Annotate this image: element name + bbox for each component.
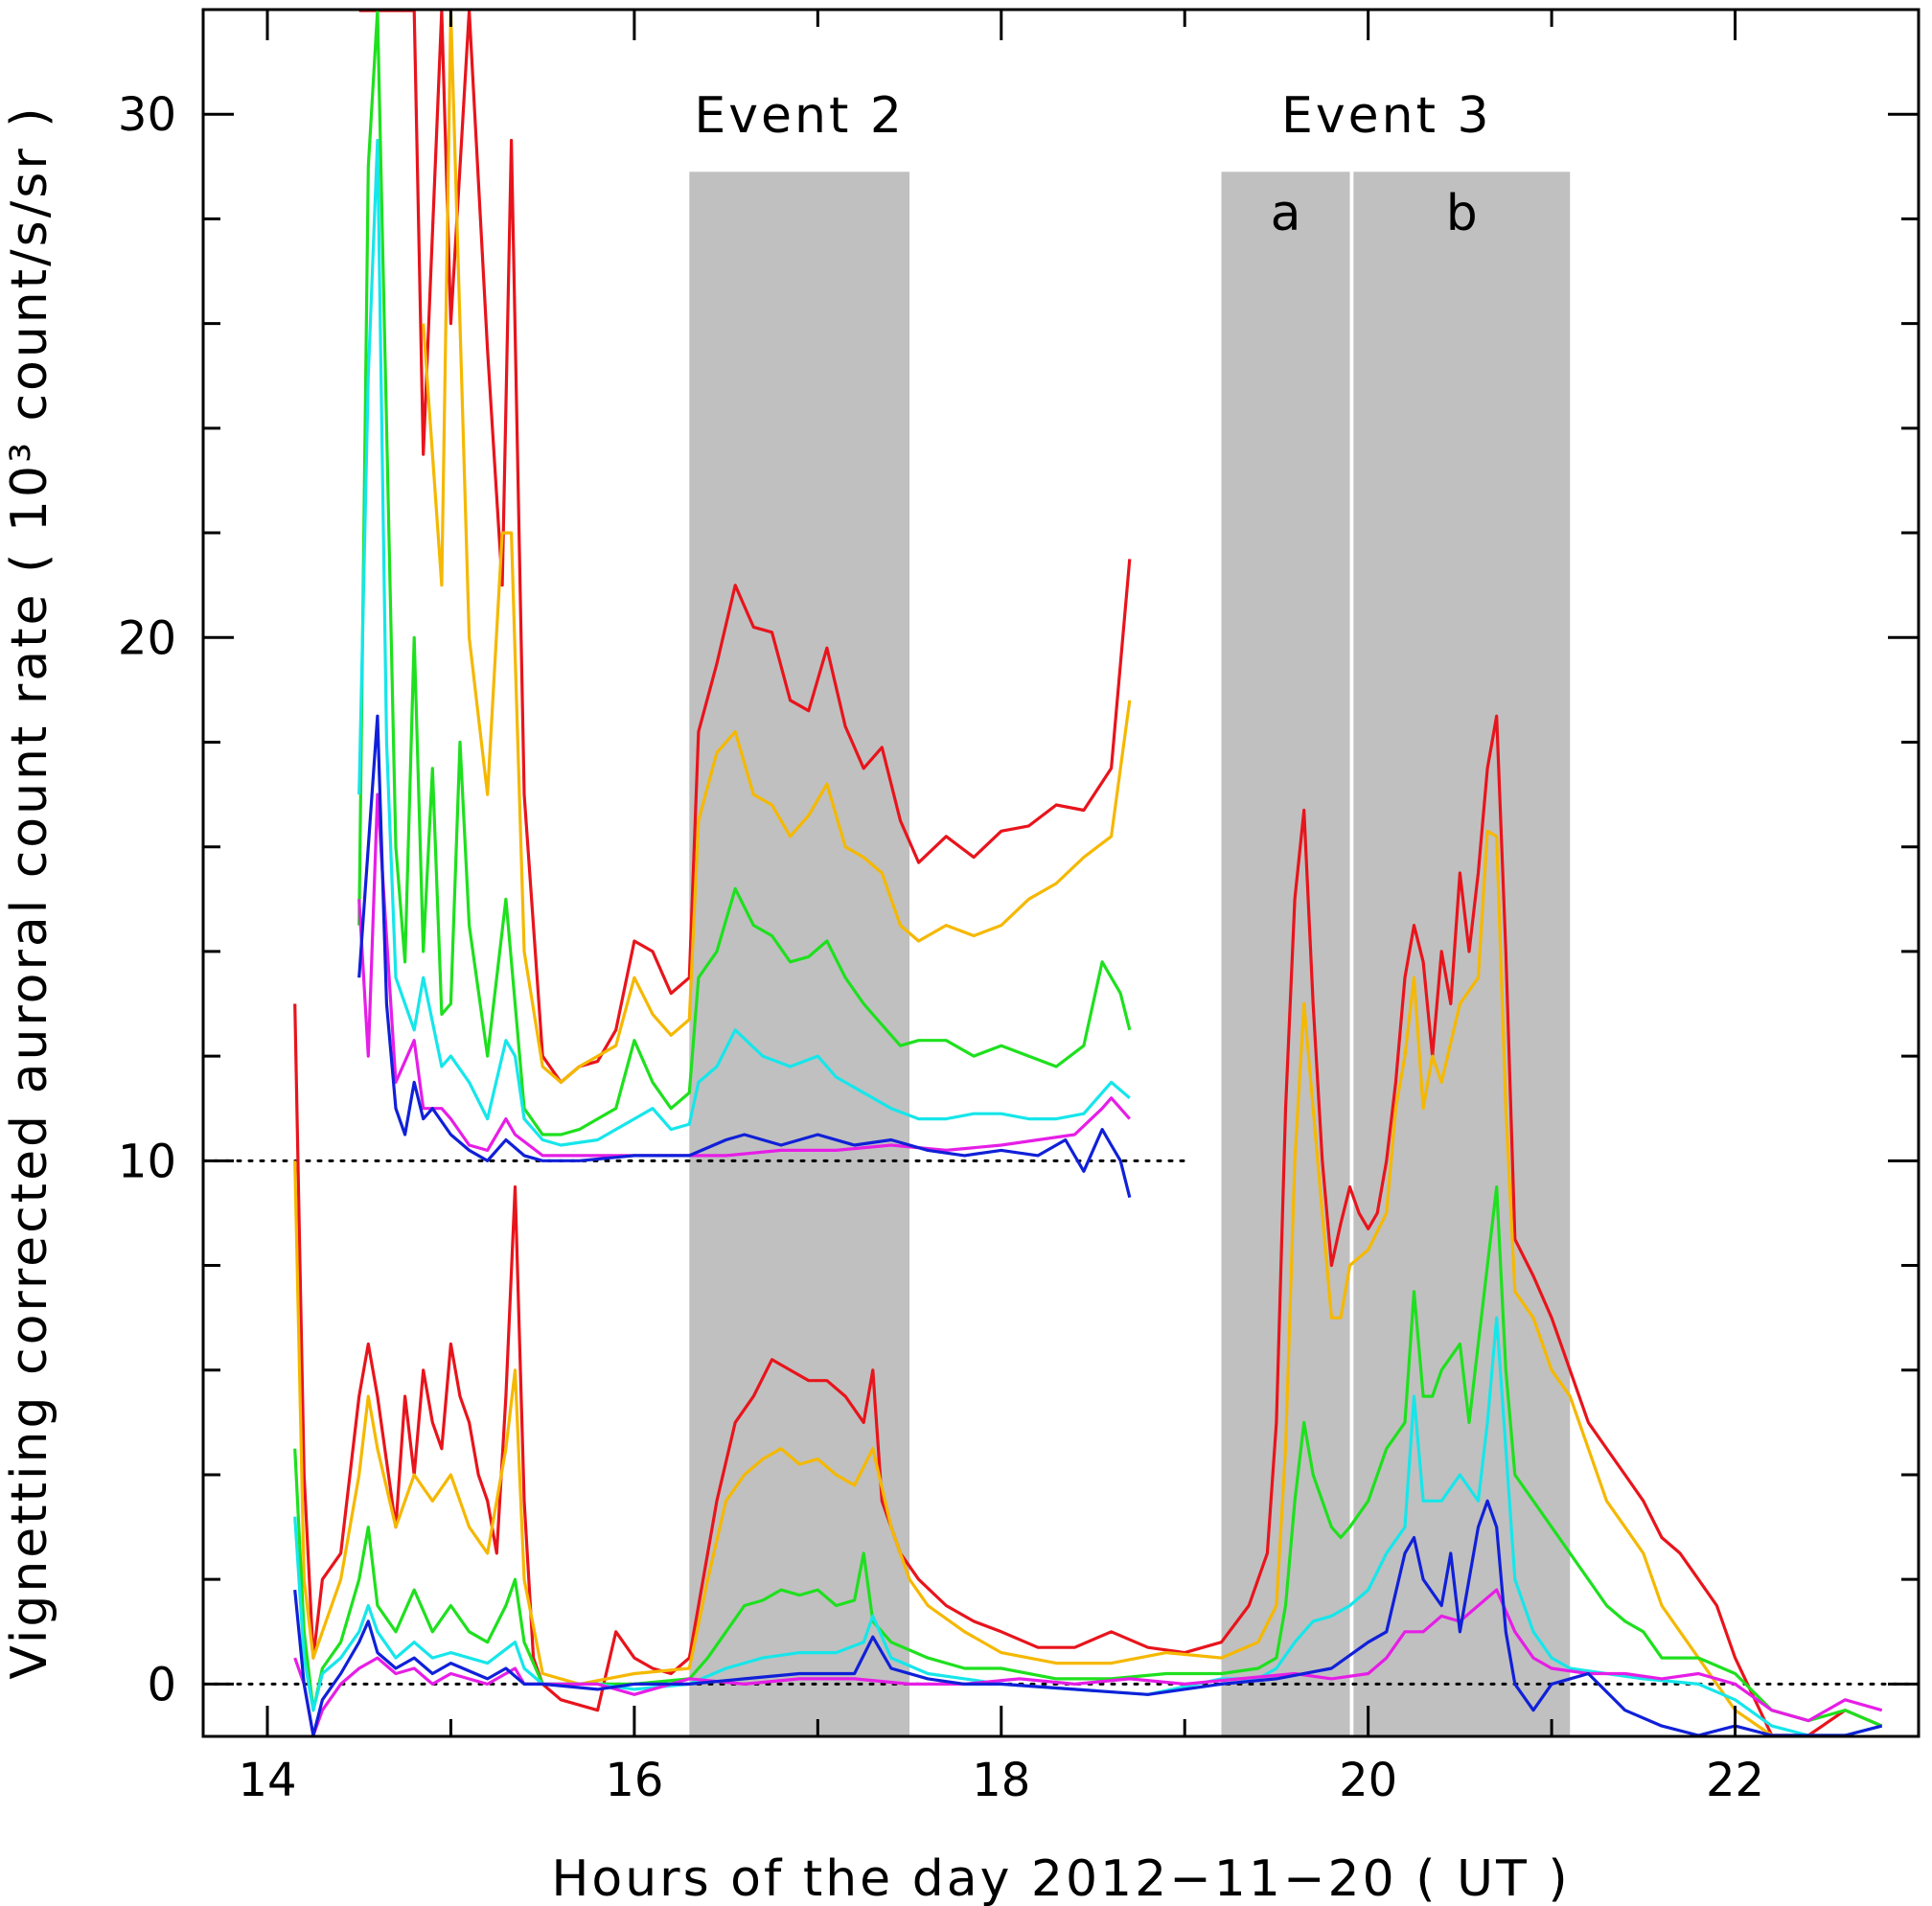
series-line-5: [357, 714, 1132, 1198]
event-label-1: Event 3: [1281, 87, 1492, 145]
axis-tick-labels: 14 16 18 20 22 0 10 20 30: [118, 88, 1764, 1807]
axis-ticks: [203, 10, 1920, 1736]
series-line-8: [293, 1184, 1883, 1728]
series-line-6: [293, 714, 1883, 1737]
annotations: Event 2 Event 3 a b: [694, 87, 1492, 242]
series-line-2: [357, 9, 1132, 1137]
series-lines: [293, 9, 1883, 1737]
plot-frame: [201, 8, 1920, 1738]
series-line-3: [357, 138, 1131, 1147]
x-axis-title: Hours of the day 2012−11−20 ( UT ): [551, 1850, 1570, 1906]
y-axis-title: Vignetting corrected auroral count rate …: [1, 104, 58, 1679]
shaded-region-1: [1221, 172, 1350, 1736]
x-tick-label: 16: [605, 1754, 663, 1807]
series-line-1: [422, 9, 1132, 1085]
x-tick-label: 18: [972, 1754, 1030, 1807]
series-line-0: [358, 9, 1132, 1085]
y-tick-label: 20: [118, 611, 176, 665]
reference-lines: [201, 1159, 1920, 1686]
event-label-0: Event 2: [694, 87, 905, 145]
shaded-regions: [689, 172, 1571, 1736]
x-tick-label: 20: [1339, 1754, 1397, 1807]
y-tick-label: 0: [147, 1658, 176, 1711]
x-tick-label: 22: [1706, 1754, 1764, 1807]
y-tick-label: 10: [118, 1135, 176, 1188]
sub-event-label-a: a: [1271, 185, 1301, 242]
series-line-11: [293, 1499, 1883, 1737]
series-line-4: [357, 792, 1132, 1158]
shaded-region-0: [689, 172, 910, 1736]
series-line-7: [293, 829, 1883, 1737]
sub-event-label-b: b: [1446, 185, 1478, 242]
x-tick-label: 14: [238, 1754, 296, 1807]
series-line-9: [293, 1316, 1883, 1737]
y-tick-label: 30: [118, 88, 176, 142]
shaded-region-2: [1353, 172, 1571, 1736]
series-line-10: [293, 1588, 1883, 1737]
